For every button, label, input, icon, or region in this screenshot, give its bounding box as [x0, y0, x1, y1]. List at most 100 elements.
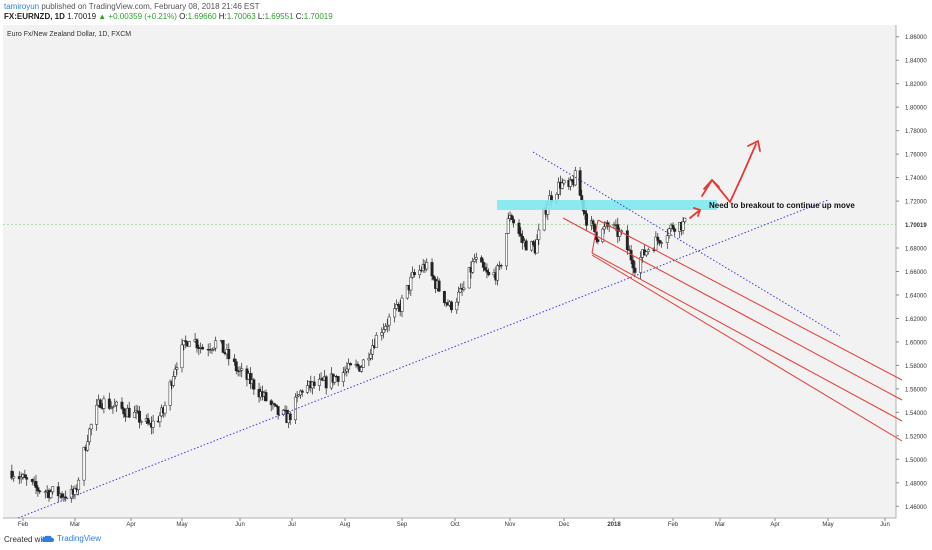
candle-body [481, 261, 485, 268]
candle-body [400, 297, 404, 312]
candle-body [158, 415, 162, 423]
candle-body [19, 476, 23, 480]
candle-body [583, 210, 587, 214]
candle-body [115, 401, 118, 406]
x-tick-label: Feb [668, 522, 679, 528]
candle-body [530, 241, 534, 251]
candle-body [562, 180, 566, 184]
candle-body [172, 376, 175, 386]
tradingview-brand: TradingView [57, 534, 102, 543]
candle-body [396, 304, 400, 307]
candle-body [248, 373, 252, 385]
x-tick-label: Dec [559, 522, 570, 528]
candle-body [113, 404, 117, 407]
candle-body [347, 363, 351, 370]
ohlc-line: FX:EURNZD, 1D 1.70019 ▲ +0.00359 (+0.21%… [4, 12, 333, 21]
chart-area[interactable]: 1.46000 1.48000 1.50000 1.52000 1.54000 1.560… [0, 24, 932, 530]
candle-body [458, 288, 462, 293]
candle-body [43, 491, 47, 493]
candle-body [60, 493, 64, 498]
uptrend-line [17, 199, 829, 519]
publish-info: tamiroyun published on TradingView.com, … [4, 2, 260, 11]
candle-body [312, 381, 316, 386]
candle-body [382, 329, 386, 333]
downtrend-line [532, 151, 841, 337]
candle-body [580, 195, 584, 201]
y-tick-label: 1.48000 [905, 481, 927, 487]
price-chart[interactable]: 1.46000 1.48000 1.50000 1.52000 1.54000 1.560… [0, 24, 932, 530]
y-tick-label: 1.56000 [905, 387, 927, 393]
candle-body [195, 339, 199, 349]
candle-body [442, 291, 446, 304]
chart-drawings[interactable]: Need to breakout to continue up move [3, 140, 903, 519]
candle-body [324, 376, 328, 389]
candle-body [425, 262, 429, 270]
tradingview-cloud-icon [42, 535, 54, 542]
x-tick-label: May [176, 522, 187, 528]
candle-body [227, 349, 231, 360]
candle-body [102, 398, 106, 409]
tradingview-logo[interactable]: TradingView [42, 534, 101, 543]
y-tick-label: 1.74000 [905, 176, 927, 182]
y-tick-label: 1.72000 [905, 200, 927, 206]
change-value: ▲ +0.00359 (+0.21%) [98, 12, 177, 21]
candle-body [673, 228, 677, 232]
candle-body [88, 428, 91, 443]
y-tick-label: 1.54000 [905, 411, 927, 417]
channel-handle-left [591, 219, 599, 254]
last-price-value: 1.70019 [67, 12, 97, 21]
candle-body [512, 219, 516, 224]
candle-body [485, 270, 489, 273]
candle-body [120, 401, 124, 409]
y-tick-label: 1.46000 [905, 505, 927, 511]
candle-body [132, 412, 136, 418]
candle-body [240, 368, 244, 371]
candle-body [293, 396, 297, 421]
chart-title: Euro Fx/New Zealand Dollar, 1D, FXCM [7, 31, 131, 38]
candle-body [184, 340, 188, 343]
candle-body [521, 235, 525, 243]
candle-body [683, 217, 687, 223]
candle-body [569, 179, 572, 187]
y-tick-label: 1.78000 [905, 129, 927, 135]
candle-body [570, 179, 574, 182]
candle-body [25, 477, 29, 480]
candle-body [560, 182, 564, 189]
candle-body [111, 406, 115, 408]
x-tick-label: Mar [715, 522, 725, 528]
y-tick-label: 1.82000 [905, 82, 927, 88]
candle-body [73, 488, 77, 495]
candle-body [273, 403, 277, 406]
candle-body [665, 235, 669, 243]
candle-body [214, 340, 218, 349]
candle-body [288, 413, 292, 421]
y-tick-label: 1.50000 [905, 458, 927, 464]
y-tick-label: 1.80000 [905, 106, 927, 112]
candle-body [480, 257, 484, 263]
candle-body [336, 376, 340, 382]
candle-body [122, 408, 126, 415]
close-label: C: [295, 12, 304, 21]
author-link[interactable]: tamiroyun [4, 2, 40, 11]
candle-body [627, 249, 631, 251]
small-up-arrow [689, 209, 701, 219]
candle-body [393, 308, 397, 318]
candle-body [264, 392, 268, 401]
candle-body [524, 240, 528, 251]
candle-body [317, 378, 321, 386]
open-label: O: [179, 12, 188, 21]
candle-body [300, 390, 304, 393]
published-text: published on TradingView.com, February 0… [41, 2, 260, 11]
candle-body [601, 228, 605, 242]
x-tick-label: Sep [397, 522, 408, 528]
candle-body [535, 239, 539, 254]
candle-body [499, 265, 503, 267]
y-tick-label: 1.86000 [905, 35, 927, 41]
candle-body [471, 261, 475, 273]
y-tick-label: 1.70019 [905, 223, 927, 229]
candle-body [151, 420, 155, 428]
candle-body [212, 347, 216, 350]
candle-body [380, 332, 384, 336]
candle-body [667, 228, 671, 236]
candle-body [168, 381, 172, 406]
